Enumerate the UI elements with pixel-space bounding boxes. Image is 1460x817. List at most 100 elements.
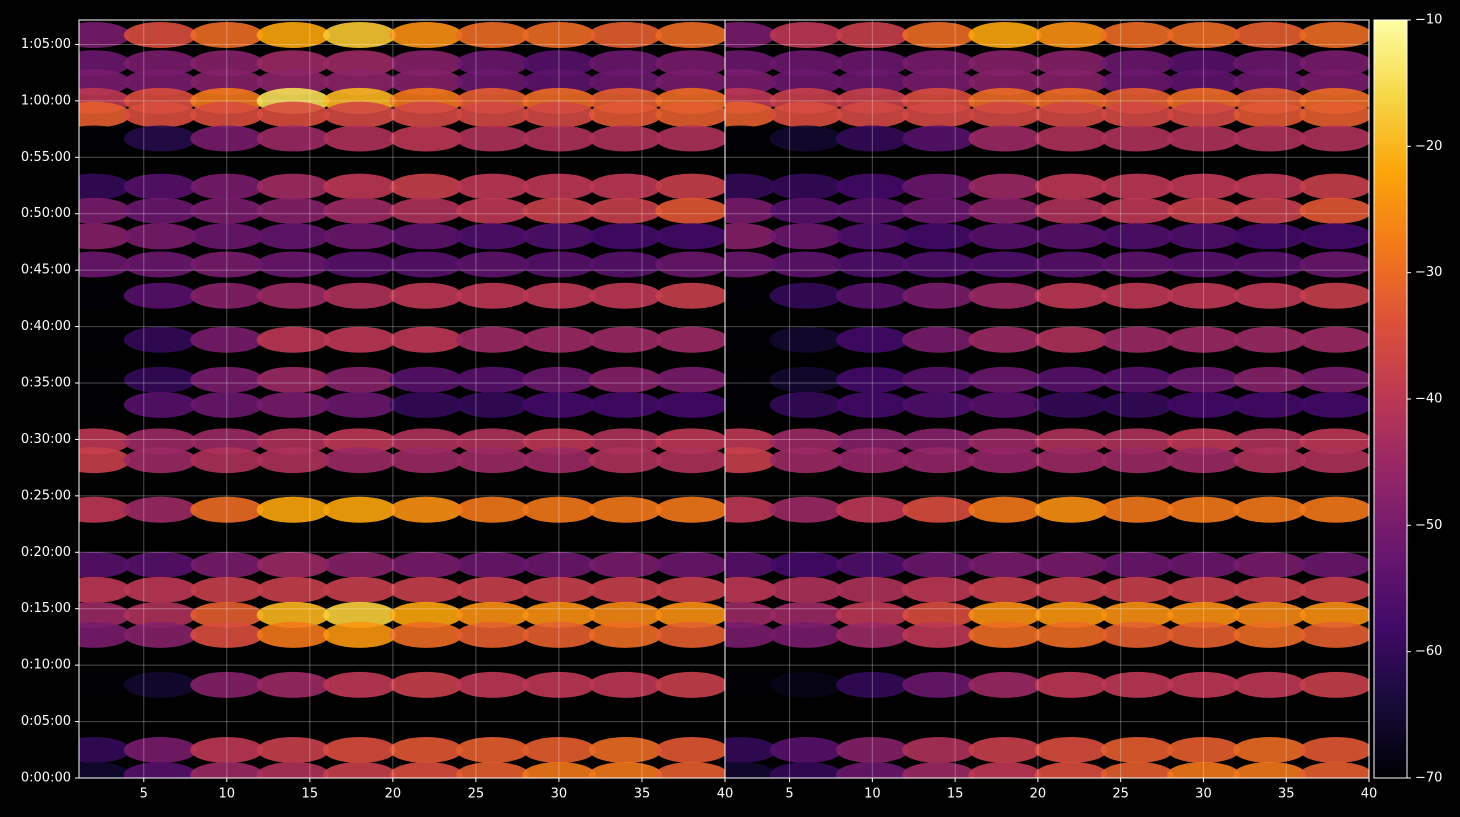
heat-cell [455, 736, 530, 763]
heat-cell [190, 173, 264, 200]
heat-cell [1100, 50, 1174, 77]
heat-cell [522, 69, 596, 96]
heat-cell [902, 576, 975, 603]
heat-cell [1034, 326, 1108, 353]
heat-cell [455, 428, 530, 455]
heat-cell [123, 173, 197, 200]
heat-cell [968, 428, 1042, 455]
heat-cell [323, 621, 397, 648]
heat-cell [655, 282, 725, 309]
heat-cell [769, 428, 843, 455]
heat-cell [835, 326, 909, 353]
heat-cell [256, 601, 330, 628]
heat-cell [1167, 326, 1240, 353]
heat-cell [256, 101, 330, 128]
heat-cell [835, 736, 909, 763]
heat-cell [522, 736, 596, 763]
heat-cell [655, 125, 725, 152]
heat-cell [725, 101, 777, 128]
x-tick-label: 30 [551, 787, 568, 802]
heat-cell [968, 551, 1042, 578]
heat-cell [79, 621, 131, 648]
heat-cell [902, 125, 975, 152]
heat-cell [455, 761, 530, 778]
heat-cell [968, 621, 1042, 648]
heat-cell [1233, 173, 1307, 200]
heat-cell [389, 326, 463, 353]
heat-cell [725, 22, 777, 49]
heat-cell [389, 496, 463, 523]
heat-cell [1233, 551, 1307, 578]
heat-cell [1233, 428, 1307, 455]
heat-cell [455, 551, 530, 578]
colorbar [1373, 19, 1408, 779]
heat-cell [1100, 621, 1174, 648]
heat-cell [1167, 251, 1240, 278]
heat-cell [588, 576, 662, 603]
heat-cell [79, 761, 131, 778]
heat-cell [455, 223, 530, 250]
heat-cell [902, 496, 975, 523]
heat-cell [389, 576, 463, 603]
heat-cell [902, 366, 975, 393]
heat-cell [455, 197, 530, 224]
heat-cell [123, 125, 197, 152]
heat-cell [455, 69, 530, 96]
heat-cell [79, 251, 131, 278]
heat-cell [655, 736, 725, 763]
heat-cell [1233, 69, 1307, 96]
heat-cell [1299, 101, 1369, 128]
heat-cell [256, 50, 330, 77]
heat-cell [455, 496, 530, 523]
heat-cell [522, 282, 596, 309]
heat-cell [1034, 551, 1108, 578]
heat-cell [389, 223, 463, 250]
heat-cell [769, 496, 843, 523]
heat-cell [79, 197, 131, 224]
heat-cell [968, 447, 1042, 474]
heat-cell [968, 223, 1042, 250]
heat-cell [655, 50, 725, 77]
heat-cell [1299, 671, 1369, 698]
heat-cell [1100, 736, 1174, 763]
heat-cell [655, 447, 725, 474]
heat-cell [968, 69, 1042, 96]
heat-cell [588, 197, 662, 224]
heat-cell [323, 282, 397, 309]
heat-cell [835, 251, 909, 278]
heat-cell [1167, 282, 1240, 309]
heat-cell [323, 671, 397, 698]
heat-cell [79, 551, 131, 578]
y-tick-label: 0:15:00 [21, 601, 71, 616]
colorbar-tick-label: −40 [1415, 392, 1442, 407]
heat-cell [769, 366, 843, 393]
heat-cell [588, 223, 662, 250]
heat-cell [588, 601, 662, 628]
heat-cell [455, 391, 530, 418]
y-tick-label: 1:00:00 [21, 93, 71, 108]
heat-cell [1034, 428, 1108, 455]
heat-cell [1100, 101, 1174, 128]
heat-cell [522, 428, 596, 455]
heat-cell [1233, 601, 1307, 628]
heat-cell [522, 551, 596, 578]
heat-cell [1233, 761, 1307, 778]
heat-cell [522, 391, 596, 418]
heat-cell [522, 101, 596, 128]
heat-cell [835, 197, 909, 224]
heat-cell [323, 601, 397, 628]
heat-cell [725, 223, 777, 250]
heat-cell [655, 223, 725, 250]
heat-cell [725, 601, 777, 628]
heat-cell [1034, 447, 1108, 474]
heat-cell [256, 173, 330, 200]
heat-cell [835, 22, 909, 49]
heat-cell [902, 447, 975, 474]
heat-cell [1100, 282, 1174, 309]
heat-cell [1167, 761, 1240, 778]
heat-cell [389, 101, 463, 128]
heat-cell [190, 223, 264, 250]
heat-cell [769, 326, 843, 353]
heat-cell [323, 496, 397, 523]
y-tick-label: 0:35:00 [21, 376, 71, 391]
